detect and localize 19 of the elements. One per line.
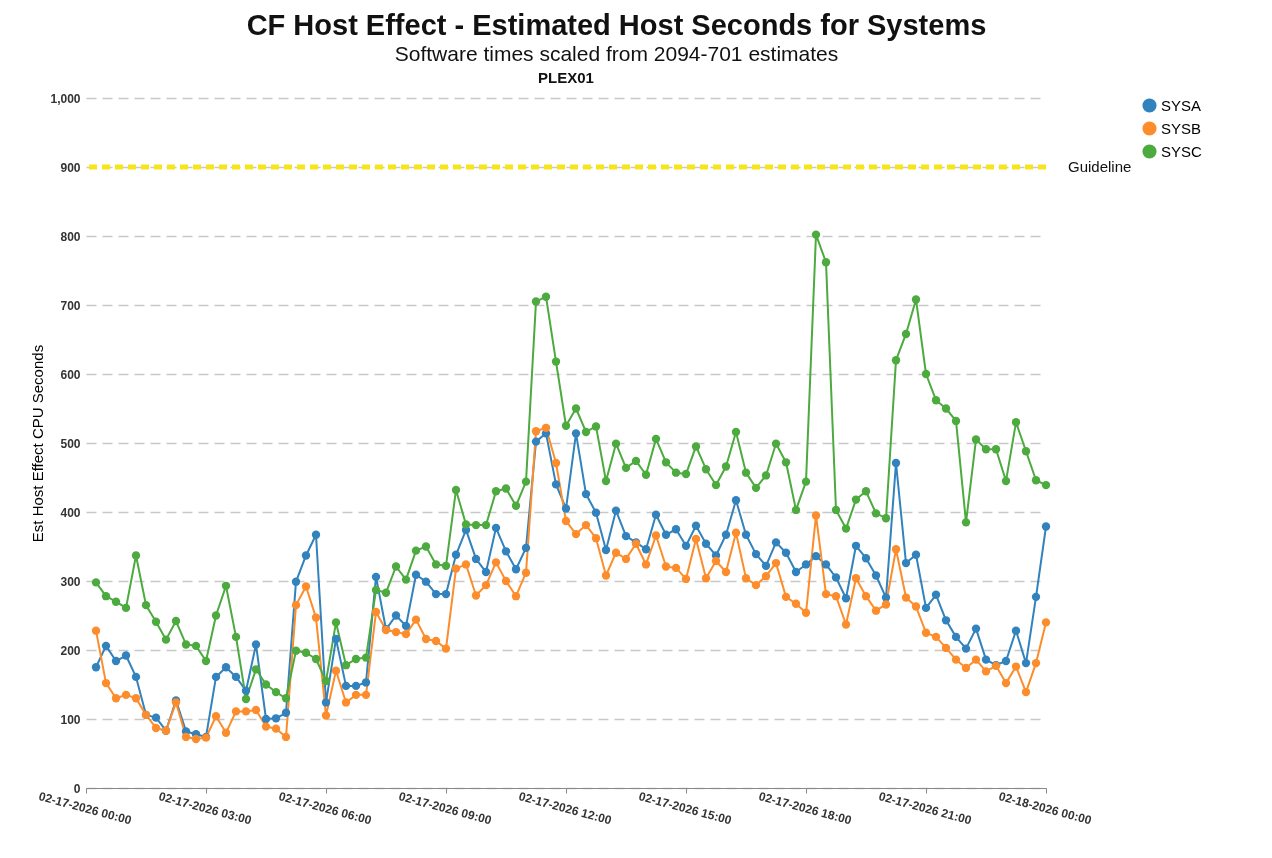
legend-label: SYSC — [1161, 142, 1203, 160]
y-tick-label: 200 — [60, 643, 81, 658]
y-tick-label: 500 — [60, 436, 81, 451]
ref-line-label: Guideline — [1068, 158, 1132, 175]
y-tick-label: 700 — [60, 298, 81, 313]
y-tick-label: 600 — [60, 367, 81, 382]
y-tick-label: 800 — [60, 229, 81, 244]
y-axis-title: Est Host Effect CPU Seconds — [29, 344, 47, 543]
legend-label: SYSA — [1161, 96, 1202, 114]
chart-title: CF Host Effect - Estimated Host Seconds for Systems — [246, 9, 987, 41]
y-tick-label: 900 — [60, 160, 81, 175]
y-tick-label: 0 — [73, 781, 81, 796]
y-tick-label: 300 — [60, 574, 81, 589]
chart-subtitle: Software times scaled from 2094-701 estimates — [394, 42, 839, 65]
legend-label: SYSB — [1161, 119, 1202, 137]
y-tick-label: 100 — [60, 712, 81, 727]
y-tick-label: 400 — [60, 505, 81, 520]
y-tick-label: 1,000 — [50, 91, 81, 106]
text: PLEX01 — [538, 69, 594, 86]
